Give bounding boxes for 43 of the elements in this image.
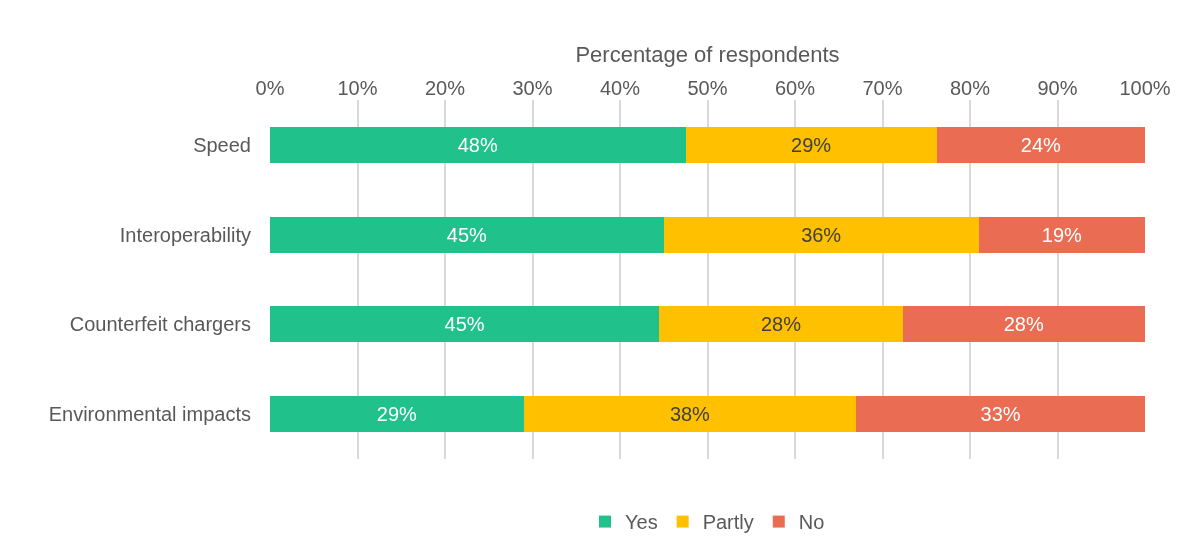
data-label: 29% — [791, 133, 832, 156]
x-tick-label: 100% — [1119, 77, 1171, 99]
x-axis-title: Percentage of respondents — [575, 41, 840, 67]
bar — [978, 216, 1145, 253]
bar — [270, 306, 660, 343]
data-label: 24% — [1020, 133, 1061, 156]
x-tick-label: 20% — [424, 77, 466, 99]
y-tick-label: Interoperability — [119, 223, 251, 246]
x-tick-label: 90% — [1037, 77, 1078, 99]
data-label: 19% — [1041, 223, 1082, 246]
data-label: 28% — [1003, 313, 1044, 336]
bar — [663, 216, 979, 253]
y-tick-label: Counterfeit chargers — [69, 313, 251, 336]
x-tick-label: 80% — [949, 77, 991, 99]
legend-label: Partly — [702, 511, 754, 534]
data-label: 33% — [980, 403, 1021, 426]
data-label: 48% — [457, 133, 498, 156]
bar — [270, 126, 686, 163]
x-tick-label: 0% — [255, 77, 285, 99]
bar — [659, 306, 903, 343]
bar — [936, 126, 1145, 163]
data-label: 45% — [446, 223, 487, 246]
y-tick-label: Environmental impacts — [48, 403, 251, 426]
bar — [523, 396, 857, 433]
x-tick-label: 30% — [512, 77, 553, 99]
data-label: 28% — [760, 313, 802, 336]
data-label: 29% — [376, 403, 417, 426]
x-tick-label: 50% — [687, 77, 728, 99]
data-label: 45% — [444, 313, 485, 336]
bar — [270, 216, 664, 253]
x-tick-label: 10% — [337, 77, 378, 99]
data-label: 36% — [801, 223, 842, 246]
bar — [270, 396, 524, 433]
bar — [685, 126, 937, 163]
legend-label: No — [798, 511, 825, 534]
x-tick-label: 70% — [862, 77, 903, 99]
bar — [902, 306, 1145, 343]
x-tick-label: 60% — [774, 77, 816, 99]
x-tick-label: 40% — [599, 77, 641, 99]
legend-label: Yes — [625, 511, 658, 534]
data-label: 38% — [669, 403, 711, 426]
y-tick-label: Speed — [193, 133, 251, 156]
bar — [856, 396, 1145, 433]
